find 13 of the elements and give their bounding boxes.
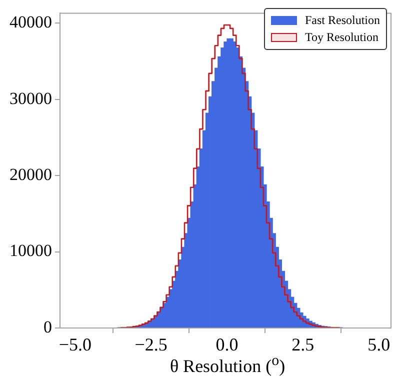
x-tick-label: 5.0 [368,334,390,355]
x-tick-label: 0.0 [216,334,238,355]
x-tick-label: 2.5 [292,334,314,355]
y-tick-label: 40000 [10,12,52,32]
x-tick-label: −5.0 [58,334,92,355]
y-tick-label: 10000 [10,241,52,260]
legend-label: Fast Resolution [304,12,380,29]
y-tick-label: 0 [44,317,52,336]
x-tick-label: −2.5 [134,334,168,355]
y-tick-label: 30000 [10,88,52,108]
y-tick-label: 20000 [10,165,52,184]
x-axis-title: θ Resolution ($^{o}$) [170,353,286,376]
legend-label: Toy Resolution [304,29,378,46]
